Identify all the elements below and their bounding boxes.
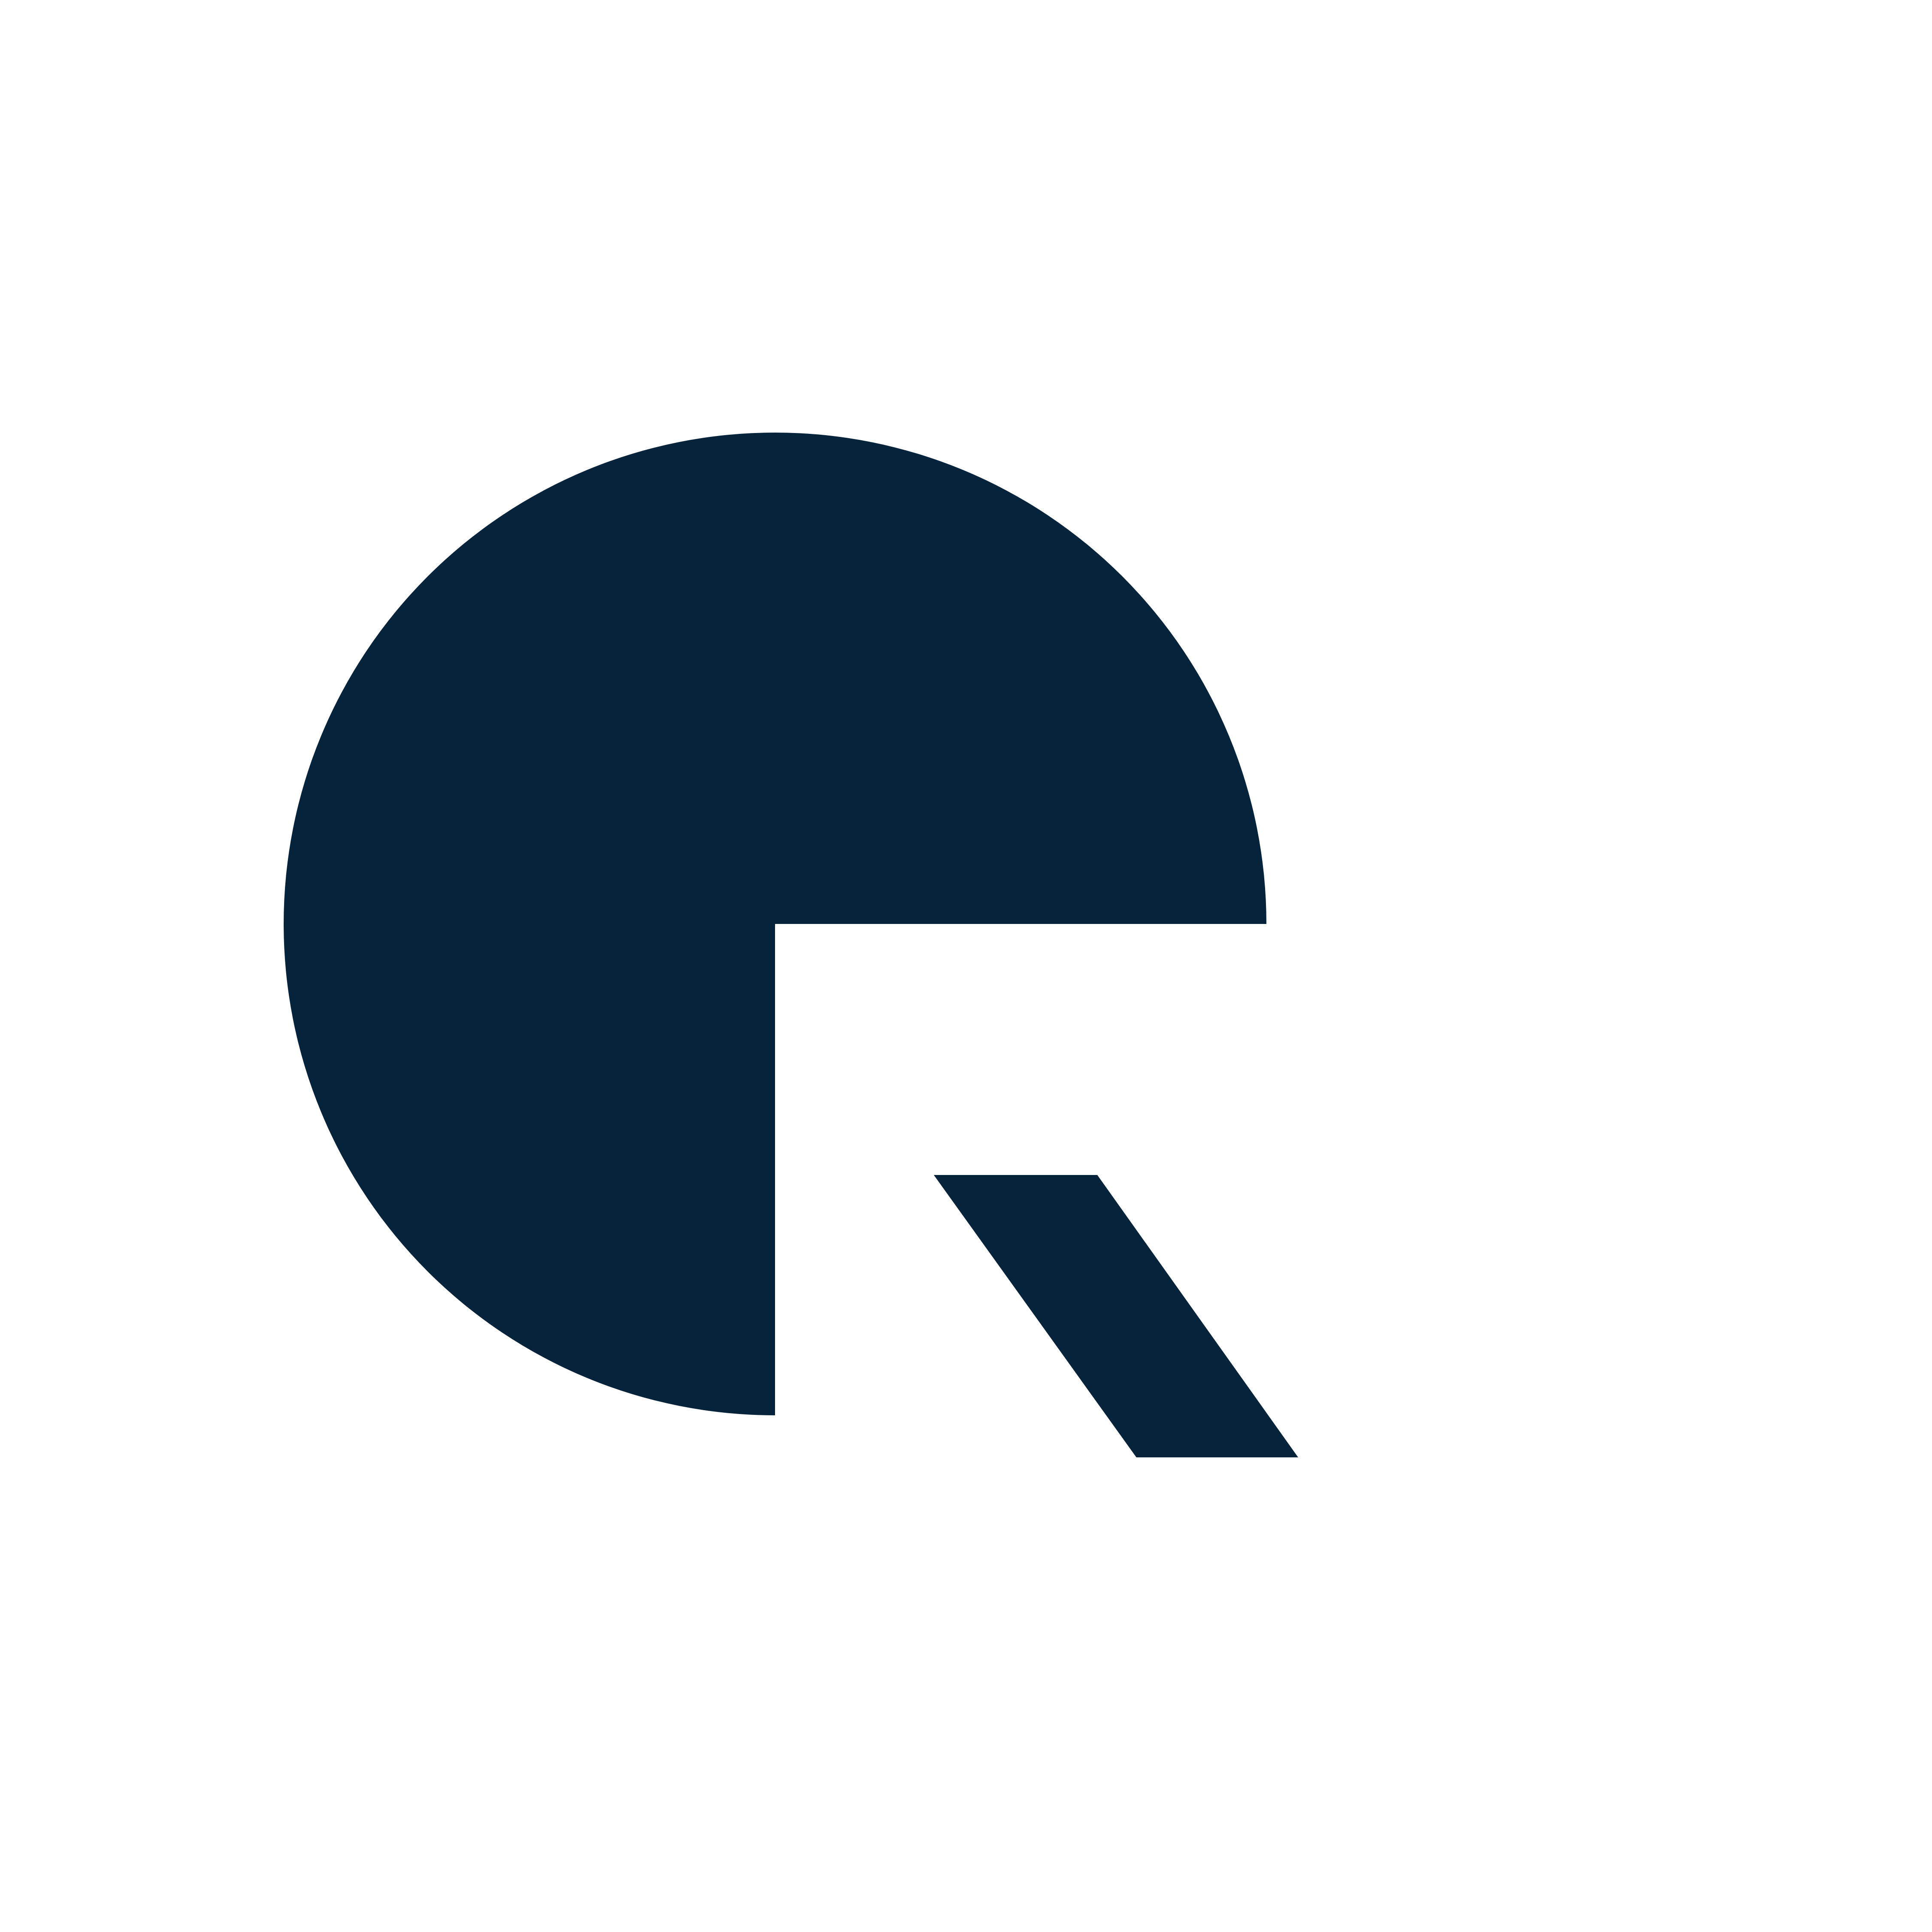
logo-three-quarter-disc <box>284 433 1266 1415</box>
logo-tail-parallelogram <box>934 1175 1298 1457</box>
